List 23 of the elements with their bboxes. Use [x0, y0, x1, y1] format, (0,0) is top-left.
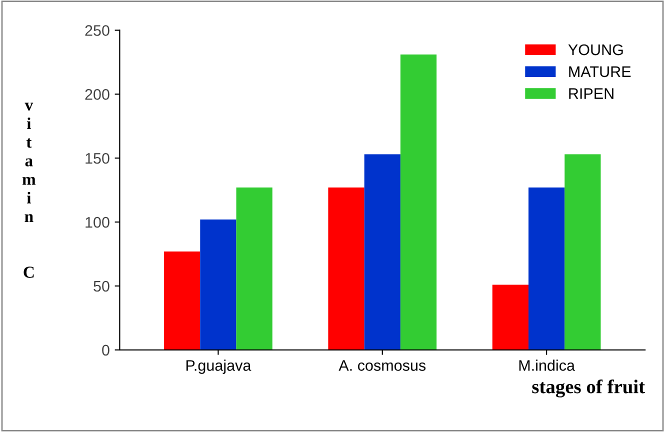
y-tick-label: 200: [85, 89, 110, 100]
text: vitamin C: [22, 102, 36, 278]
legend-label: YOUNG: [568, 44, 623, 56]
y-tick-label: 100: [86, 216, 110, 228]
bar: [400, 54, 437, 350]
x-axis-title: stages of fruit: [532, 379, 645, 398]
x-tick-label: P.guajava: [186, 360, 252, 374]
y-tick-label: 150: [86, 152, 110, 164]
bar: [328, 188, 364, 350]
bar: [200, 219, 236, 350]
y-tick-label: 250: [85, 25, 110, 36]
bar: [528, 188, 565, 350]
bar: [364, 154, 400, 350]
legend-label: RIPEN: [569, 88, 614, 99]
bar: [164, 251, 200, 350]
y-tick-label: 0: [102, 344, 110, 356]
bar: [492, 284, 528, 350]
x-tick-label: M.indica: [519, 360, 575, 371]
y-tick-label: 50: [94, 280, 110, 292]
legend-label: MATURE: [569, 66, 631, 78]
x-tick-label: A. cosmosus: [338, 360, 426, 371]
bar: [564, 154, 601, 350]
bar: [236, 188, 272, 350]
